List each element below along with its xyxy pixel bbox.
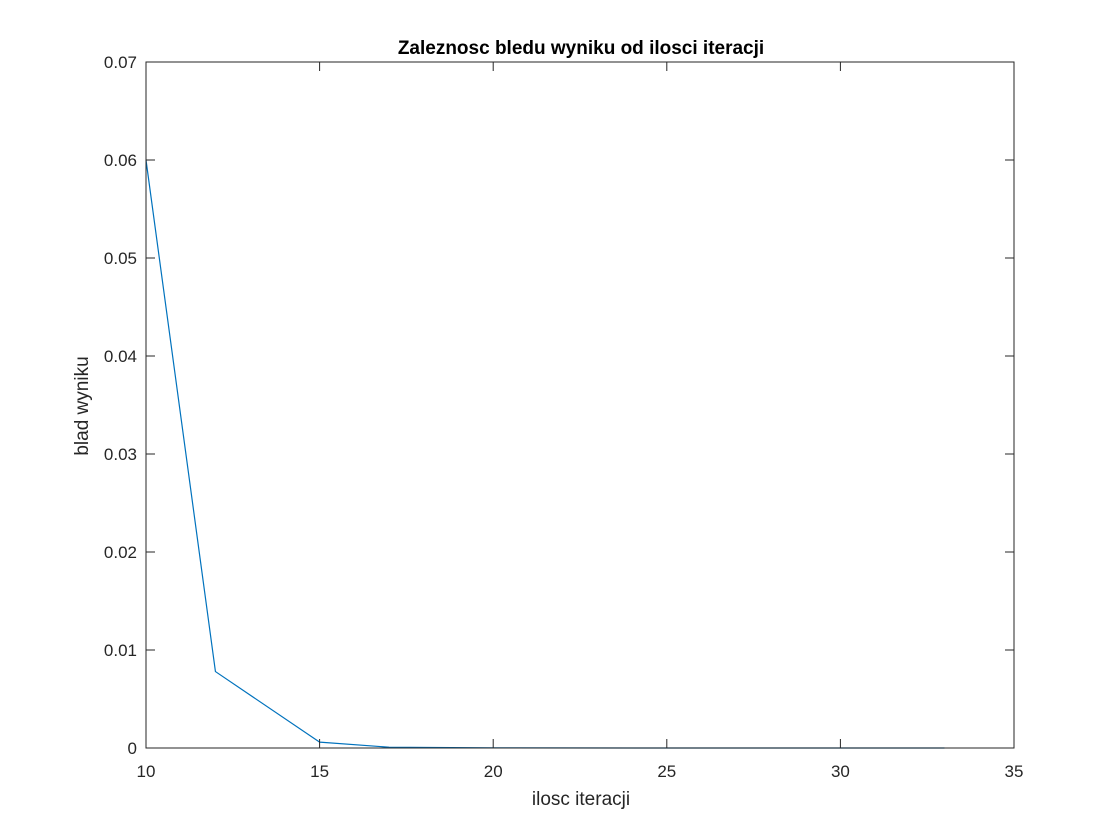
x-tick-label: 30 bbox=[831, 762, 850, 781]
y-tick-label: 0.07 bbox=[104, 53, 137, 72]
chart-title: Zaleznosc bledu wyniku od ilosci iteracj… bbox=[398, 38, 764, 59]
x-tick-label: 25 bbox=[657, 762, 676, 781]
y-axis-label: blad wyniku bbox=[72, 356, 93, 455]
y-tick-label: 0 bbox=[128, 739, 137, 758]
y-tick-label: 0.04 bbox=[104, 347, 137, 366]
y-tick-label: 0.06 bbox=[104, 151, 137, 170]
x-tick-label: 15 bbox=[310, 762, 329, 781]
x-tick-label: 10 bbox=[137, 762, 156, 781]
plot-box bbox=[145, 61, 1015, 749]
y-tick-label: 0.03 bbox=[104, 445, 137, 464]
y-tick-label: 0.02 bbox=[104, 543, 137, 562]
plot-area: 10 15 20 25 30 35 0 0.01 0.02 0.03 0.04 0.05 0.06 0.0… bbox=[104, 53, 1024, 781]
y-tick-label: 0.01 bbox=[104, 641, 137, 660]
x-tick-label: 35 bbox=[1005, 762, 1024, 781]
x-axis-label: ilosc iteracji bbox=[532, 789, 630, 810]
x-tick-label: 20 bbox=[484, 762, 503, 781]
y-tick-label: 0.05 bbox=[104, 249, 137, 268]
